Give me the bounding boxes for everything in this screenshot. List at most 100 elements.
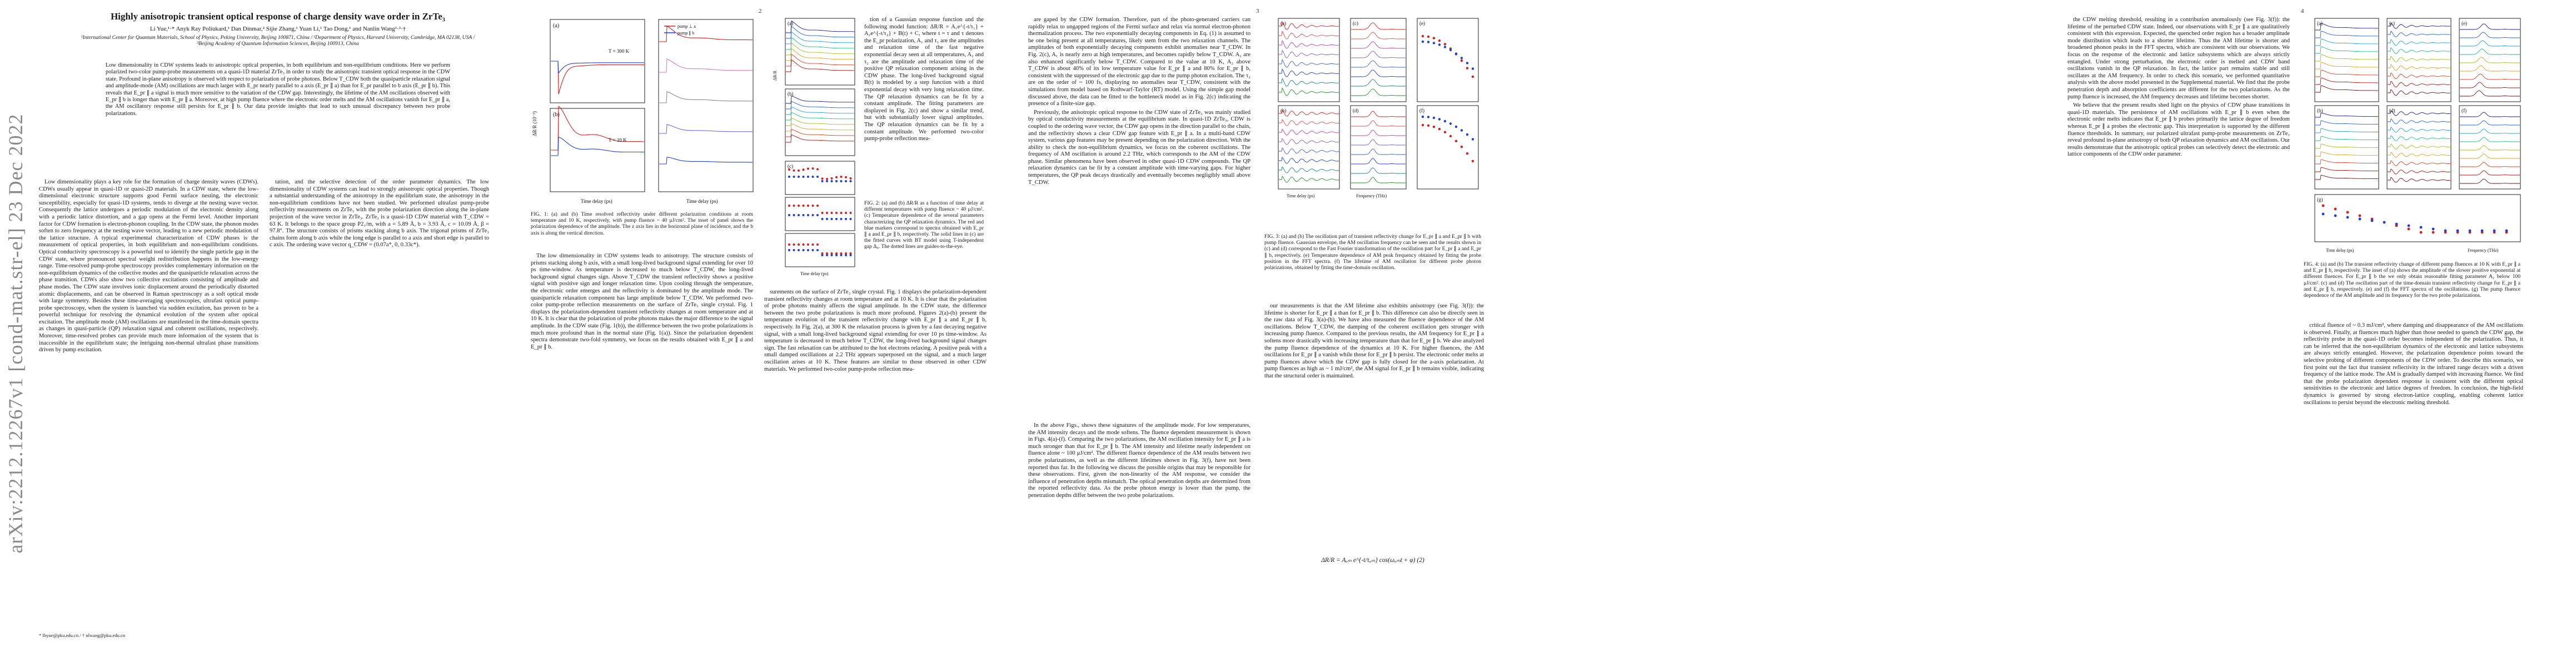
fig3c-curve-2 <box>1351 41 1406 49</box>
fig3d-curve-4 <box>1351 148 1406 155</box>
fig2c1-axes <box>785 161 855 195</box>
fig4f-curve-1 <box>2460 120 2520 126</box>
fig2c3-marker-a <box>835 252 838 255</box>
fig3b-curve-4 <box>1279 147 1339 155</box>
fig4g-axes <box>2314 194 2521 242</box>
page-number: 3 <box>1256 8 1259 14</box>
fig4-xlabel-time: Time delay (ps) <box>2326 248 2354 253</box>
fig2c1-marker-b <box>845 180 847 182</box>
fig1a-axes <box>550 19 645 103</box>
fig2b-curve-0 <box>786 95 854 104</box>
fig2c1-marker-b <box>849 180 852 182</box>
page4-col1-text: the CDW melting threshold, resulting in … <box>2067 17 2290 100</box>
fig2c1-marker-a <box>793 169 795 172</box>
fig3e-marker-b <box>1438 43 1441 46</box>
equation-2: ΔR/R = Aₐₘ e^{-t/τₐₘ} cos(ωₐₘt + φ) (2) <box>1321 557 1424 564</box>
figure-3-caption: FIG. 3: (a) and (b) The oscillation part… <box>1264 233 1481 271</box>
fig4b-curve-4 <box>2315 143 2378 149</box>
fig4g-marker-b <box>2468 229 2472 232</box>
fig3e-marker-b <box>1454 52 1458 55</box>
fig2a-curve-2 <box>786 31 854 44</box>
fig2c1-marker-a <box>826 177 828 180</box>
fig3e-marker-b <box>1471 67 1474 70</box>
page-number: 4 <box>2301 8 2304 14</box>
fig4a-curve-1 <box>2315 31 2378 38</box>
fig3a-curve-1 <box>1279 31 1339 39</box>
fig2c3-marker-b <box>826 254 828 256</box>
fig4f-curve-0 <box>2460 112 2520 117</box>
page1-column-left: Low dimensionality plays a key role for … <box>39 179 258 356</box>
figure-1: (a) (b) T = 300 K T = 10 K pump ⊥ a pump ∥ b T… <box>525 14 759 208</box>
fig4d-curve-0 <box>2388 110 2451 116</box>
fig2c1-marker-a <box>835 176 838 178</box>
fig1-panel-a: (a) <box>553 23 559 29</box>
fig2c1-marker-b <box>798 176 800 178</box>
fig2c3-marker-a <box>798 243 800 246</box>
fig4g-marker-b <box>2334 214 2337 217</box>
fig3-xlabel-freq: Frequency (THz) <box>1356 193 1387 198</box>
fig2-xlabel: Time delay (ps) <box>800 271 829 276</box>
fig3a-curve-3 <box>1279 49 1339 58</box>
fig2b-curve-4 <box>786 117 854 126</box>
fig2c3-marker-a <box>802 243 805 246</box>
fig2c3-marker-b <box>788 249 790 251</box>
page2-col2-text: The low dimensionality in CDW systems le… <box>531 253 753 350</box>
fig2c1-marker-b <box>826 180 828 182</box>
fig1b-axes <box>550 108 645 192</box>
fig3f-marker-a <box>1471 160 1474 162</box>
fig3f-marker-b <box>1432 116 1436 120</box>
fig2c2-marker-a <box>821 212 824 214</box>
fig3e-marker-b <box>1432 42 1436 44</box>
fig2-panel-b: (b) <box>788 91 794 97</box>
fig2a-axes <box>785 18 855 86</box>
fig2c2-marker-b <box>826 218 828 220</box>
fig1c-axes <box>658 19 754 192</box>
fig3e-marker-a <box>1421 34 1424 38</box>
fig4d-curve-2 <box>2388 127 2451 133</box>
fig3-panel-0: (a) <box>1280 21 1286 26</box>
fig2c2-marker-a <box>840 212 843 214</box>
fig2c3-marker-a <box>788 243 790 246</box>
fig4g-marker-a <box>2358 214 2361 217</box>
fig2c1-marker-b <box>793 176 795 178</box>
fig2c1-marker-b <box>802 176 805 178</box>
fig3f-marker-b <box>1438 118 1441 121</box>
fig2c3-marker-b <box>821 254 824 256</box>
page-4: 4 the CDW melting threshold, resulting i… <box>2067 0 2534 667</box>
fig2a-curve-3 <box>786 37 854 50</box>
fig1a-curve-b <box>551 61 644 74</box>
fig2c3-marker-b <box>807 249 809 251</box>
fig4d-curve-1 <box>2388 118 2451 125</box>
fig3a-curve-7 <box>1279 87 1339 96</box>
page4-column-right: critical fluence of ~ 0.3 mJ/cm², where … <box>2304 322 2523 408</box>
fig3b-curve-7 <box>1279 176 1339 183</box>
fig3b-axes <box>1278 105 1340 190</box>
fig1c-curve-4 <box>659 157 753 165</box>
fig4e-curve-6 <box>2460 73 2520 80</box>
fig3e-marker-b <box>1460 57 1463 59</box>
arxiv-stamp: arXiv:2212.12267v1 [cond-mat.str-el] 23 … <box>3 0 28 667</box>
fig4a-axes <box>2314 18 2379 102</box>
fig4a-curve-2 <box>2315 38 2378 46</box>
fig1b-curve-a <box>551 106 644 151</box>
fig2c2-marker-b <box>811 214 814 216</box>
fig4f-axes <box>2459 105 2521 190</box>
page2-col3-text: surements on the surface of ZrTe₃ single… <box>764 289 986 372</box>
fig4b-curve-3 <box>2315 136 2378 141</box>
fig2c3-marker-a <box>811 243 814 246</box>
fig3a-curve-5 <box>1279 68 1339 77</box>
fig3c-curve-3 <box>1351 51 1406 58</box>
page3-col4-text: In the above Figs., shows these signatur… <box>1028 422 1250 499</box>
fig2c1-marker-b <box>788 176 790 178</box>
abstract: Low dimensionality in CDW systems leads … <box>106 62 450 117</box>
fig2c1-marker-a <box>788 168 790 171</box>
fig3a-curve-2 <box>1279 40 1339 49</box>
fig2c3-axes <box>785 233 855 267</box>
fig4c-curve-4 <box>2388 56 2450 62</box>
fig2c2-marker-b <box>845 218 847 220</box>
fig4g-marker-a <box>2431 231 2435 234</box>
fig2c3-marker-a <box>821 252 824 255</box>
legend-label-b: pump ∥ b <box>677 31 694 36</box>
fig1c-curve-3 <box>659 124 753 134</box>
fig3b-curve-1 <box>1279 119 1339 126</box>
